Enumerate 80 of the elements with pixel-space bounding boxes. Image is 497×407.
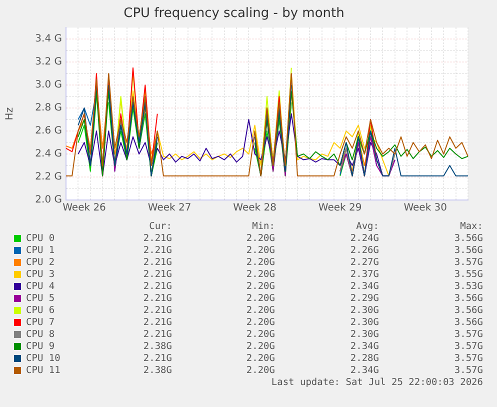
text: 3.57G — [454, 257, 483, 269]
text: 2.24G — [350, 233, 379, 245]
text: 2.21G — [143, 269, 172, 281]
y-tick-label: 3.0 G — [35, 80, 62, 91]
text: 3.57G — [454, 365, 483, 377]
chart-title: CPU frequency scaling - by month — [124, 6, 344, 22]
y-tick-label: 2.8 G — [35, 102, 62, 114]
text: 2.21G — [143, 293, 172, 305]
text: 2.21G — [143, 353, 172, 365]
y-axis-title: Hz — [4, 107, 16, 120]
legend-label: CPU 0 — [26, 233, 55, 245]
text: 2.38G — [143, 365, 172, 377]
text: 2.26G — [350, 245, 379, 257]
legend-label: CPU 1 — [26, 245, 55, 257]
text: 2.34G — [350, 365, 379, 377]
text: 2.20G — [246, 341, 275, 353]
y-tick-label: 2.6 G — [35, 126, 62, 137]
y-tick-label: 3.2 G — [35, 56, 62, 68]
text: 2.30G — [350, 329, 379, 341]
legend-label: CPU 9 — [26, 341, 55, 353]
text: 2.29G — [350, 293, 379, 305]
legend-label: CPU 6 — [26, 305, 55, 317]
text: 2.21G — [143, 305, 172, 317]
text: 2.21G — [143, 317, 172, 329]
text: 2.20G — [246, 353, 275, 365]
x-tick-label: Week 30 — [404, 202, 448, 214]
text: 3.56G — [454, 233, 483, 245]
text: 2.21G — [143, 245, 172, 257]
text: 2.21G — [143, 233, 172, 245]
y-tick-label: 2.4 G — [35, 148, 62, 160]
legend-label: CPU 3 — [26, 269, 55, 281]
text: 2.37G — [350, 269, 379, 281]
text: 3.57G — [454, 353, 483, 365]
text: 2.20G — [246, 269, 275, 281]
text: Max: — [460, 221, 483, 233]
legend-label: CPU 2 — [26, 257, 55, 269]
text: 2.34G — [350, 341, 379, 353]
text: Avg: — [356, 221, 379, 233]
text: Last update: Sat Jul 25 22:00:03 2026 — [271, 377, 483, 389]
text: 3.53G — [454, 281, 483, 293]
text: 3.56G — [454, 305, 483, 317]
x-tick-label: Week 26 — [62, 202, 106, 214]
text: 3.56G — [454, 245, 483, 257]
text: 2.20G — [246, 233, 275, 245]
text: 2.34G — [350, 281, 379, 293]
text: 2.20G — [246, 257, 275, 269]
x-tick-label: Week 29 — [318, 202, 362, 214]
text: 2.20G — [246, 293, 275, 305]
text: Min: — [252, 221, 275, 233]
text: 2.38G — [143, 341, 172, 353]
text: 2.20G — [246, 365, 275, 377]
y-tick-label: 2.2 G — [35, 172, 62, 183]
text: 2.21G — [143, 257, 172, 269]
text: 2.20G — [246, 305, 275, 317]
text: 2.21G — [143, 329, 172, 341]
legend-label: CPU 4 — [26, 281, 55, 293]
legend-label: CPU 11 — [26, 365, 60, 377]
x-tick-label: Week 27 — [148, 202, 192, 214]
text: 2.30G — [350, 317, 379, 329]
y-tick-label: 3.4 G — [35, 34, 62, 45]
legend-label: CPU 5 — [26, 293, 55, 305]
text: 3.56G — [454, 317, 483, 329]
text: 2.20G — [246, 281, 275, 293]
text: Cur: — [149, 221, 172, 233]
text: 2.20G — [246, 329, 275, 341]
text: 3.57G — [454, 329, 483, 341]
y-tick-label: 2.0 G — [35, 194, 62, 206]
legend-label: CPU 8 — [26, 329, 55, 341]
text: 2.20G — [246, 245, 275, 257]
text: 2.20G — [246, 317, 275, 329]
text: 2.21G — [143, 281, 172, 293]
text: 2.30G — [350, 305, 379, 317]
text: 3.57G — [454, 341, 483, 353]
text: 2.28G — [350, 353, 379, 365]
x-tick-label: Week 28 — [233, 202, 276, 214]
text: 3.55G — [454, 269, 483, 281]
text: 2.27G — [350, 257, 379, 269]
legend-label: CPU 10 — [26, 353, 60, 365]
text: 3.56G — [454, 293, 483, 305]
legend-label: CPU 7 — [26, 317, 55, 329]
